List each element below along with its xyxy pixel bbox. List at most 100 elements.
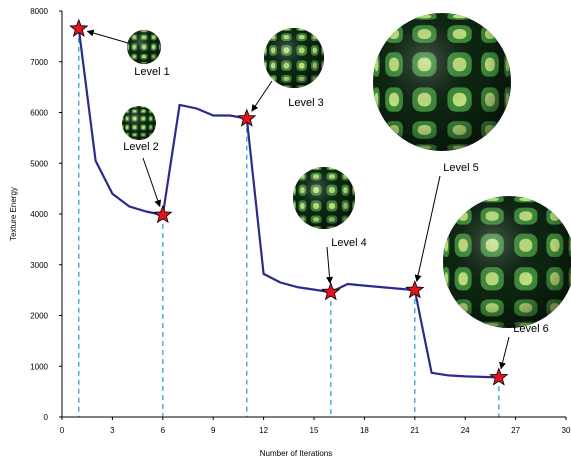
sphere-cell [148, 106, 154, 108]
sphere-shading [443, 196, 571, 328]
x-tick-label: 6 [161, 426, 166, 435]
sphere-cell [373, 25, 380, 43]
level-markers [69, 18, 509, 386]
sphere-cell [504, 13, 511, 20]
texture-sphere-level-1 [127, 30, 161, 64]
sphere-cell-highlight [125, 106, 129, 108]
x-tick-label: 15 [310, 426, 319, 435]
sphere-cell-highlight [293, 217, 296, 222]
y-tick-label: 7000 [30, 58, 48, 67]
sphere-cell [269, 28, 278, 31]
texture-sphere-level-3 [264, 28, 324, 88]
sphere-cell-highlight [159, 35, 161, 39]
sphere-cell-highlight [300, 167, 305, 170]
y-tick-label: 1000 [30, 362, 48, 371]
star-marker-level-4 [321, 282, 341, 301]
sphere-cell [373, 144, 380, 151]
sphere-cell-highlight [321, 34, 324, 40]
sphere-cell [504, 121, 511, 139]
sphere-cell [122, 106, 124, 108]
x-tick-label: 3 [110, 426, 115, 435]
sphere-cell [264, 85, 267, 88]
y-tick-label: 8000 [30, 7, 48, 16]
sphere-cell [264, 33, 267, 42]
y-tick-label: 3000 [30, 261, 48, 270]
sphere-cell [341, 225, 350, 229]
sphere-cell [443, 207, 450, 225]
sphere-cell-highlight [505, 124, 510, 135]
sphere-cell-highlight [389, 145, 400, 150]
sphere-cell [148, 138, 154, 140]
x-tick-label: 30 [562, 426, 571, 435]
arrow-level-2 [142, 157, 162, 208]
sphere-cell-highlight [154, 133, 156, 137]
sphere-cell [385, 13, 403, 20]
sphere-cell [443, 299, 450, 317]
sphere-cell-highlight [505, 14, 510, 19]
sphere-cell [351, 215, 355, 224]
sphere-cell-highlight [293, 167, 296, 170]
sphere-cell [454, 196, 472, 203]
sphere-cell [321, 28, 324, 31]
sphere-cell-highlight [159, 55, 161, 59]
sphere-shading [127, 30, 161, 64]
x-tick-label: 9 [211, 426, 216, 435]
level-labels: Level 1 Level 2 Level 3 Level 4 Level 5 Level… [123, 66, 548, 335]
star-marker-level-3 [237, 108, 257, 127]
level-label-2: Level 2 [123, 141, 158, 153]
sphere-cell-highlight [122, 109, 124, 113]
texture-sphere-level-5 [373, 13, 511, 151]
sphere-cell-highlight [264, 34, 267, 40]
sphere-cell [310, 85, 319, 88]
arrow-level-3 [251, 80, 273, 112]
sphere-cell [443, 321, 450, 328]
sphere-cell [158, 61, 161, 64]
y-axis-title: Texture Energy [9, 187, 18, 241]
sphere-cell-highlight [444, 197, 449, 202]
sphere-cell-highlight [505, 145, 510, 150]
sphere-cell [321, 85, 324, 88]
sphere-cell-highlight [154, 109, 156, 113]
sphere-cell-highlight [127, 35, 129, 39]
sphere-cell [373, 13, 380, 20]
sphere-cell-highlight [132, 30, 136, 32]
sphere-cell-highlight [270, 28, 276, 31]
sphere-cell-highlight [125, 138, 129, 140]
sphere-cell [341, 167, 350, 171]
star-marker-level-6 [489, 367, 509, 386]
sphere-cell-highlight [122, 138, 124, 140]
annotation-arrows [86, 29, 510, 370]
y-tick-label: 4000 [30, 210, 48, 219]
sphere-cell-highlight [374, 124, 379, 135]
x-tick-label: 24 [461, 426, 470, 435]
sphere-cell [546, 321, 564, 328]
sphere-cell-highlight [300, 226, 305, 229]
level-label-6: Level 6 [513, 323, 548, 335]
y-tick-label: 2000 [30, 312, 48, 321]
star-marker-level-5 [405, 279, 425, 299]
sphere-cell [298, 167, 307, 171]
sphere-cell-highlight [444, 322, 449, 327]
sphere-cell-highlight [159, 30, 161, 32]
star-marker-level-2 [153, 204, 173, 224]
sphere-cell [264, 28, 267, 31]
sphere-cell-highlight [293, 226, 296, 229]
sphere-cell-highlight [127, 30, 129, 32]
sphere-cell [127, 30, 130, 33]
sphere-cell [351, 172, 355, 181]
sphere-cell [298, 225, 307, 229]
sphere-shading [264, 28, 324, 88]
x-tick-label: 0 [60, 426, 65, 435]
arrow-level-6 [499, 336, 510, 370]
level-label-1: Level 1 [134, 66, 169, 78]
sphere-cell-highlight [264, 85, 267, 88]
sphere-cell-highlight [484, 145, 495, 150]
sphere-cell-highlight [154, 106, 156, 108]
sphere-cell-highlight [159, 62, 161, 64]
sphere-shading [122, 106, 156, 140]
sphere-cell [293, 215, 297, 224]
sphere-cell-highlight [293, 174, 296, 179]
texture-sphere-level-4 [293, 167, 355, 229]
sphere-cell [154, 106, 156, 108]
